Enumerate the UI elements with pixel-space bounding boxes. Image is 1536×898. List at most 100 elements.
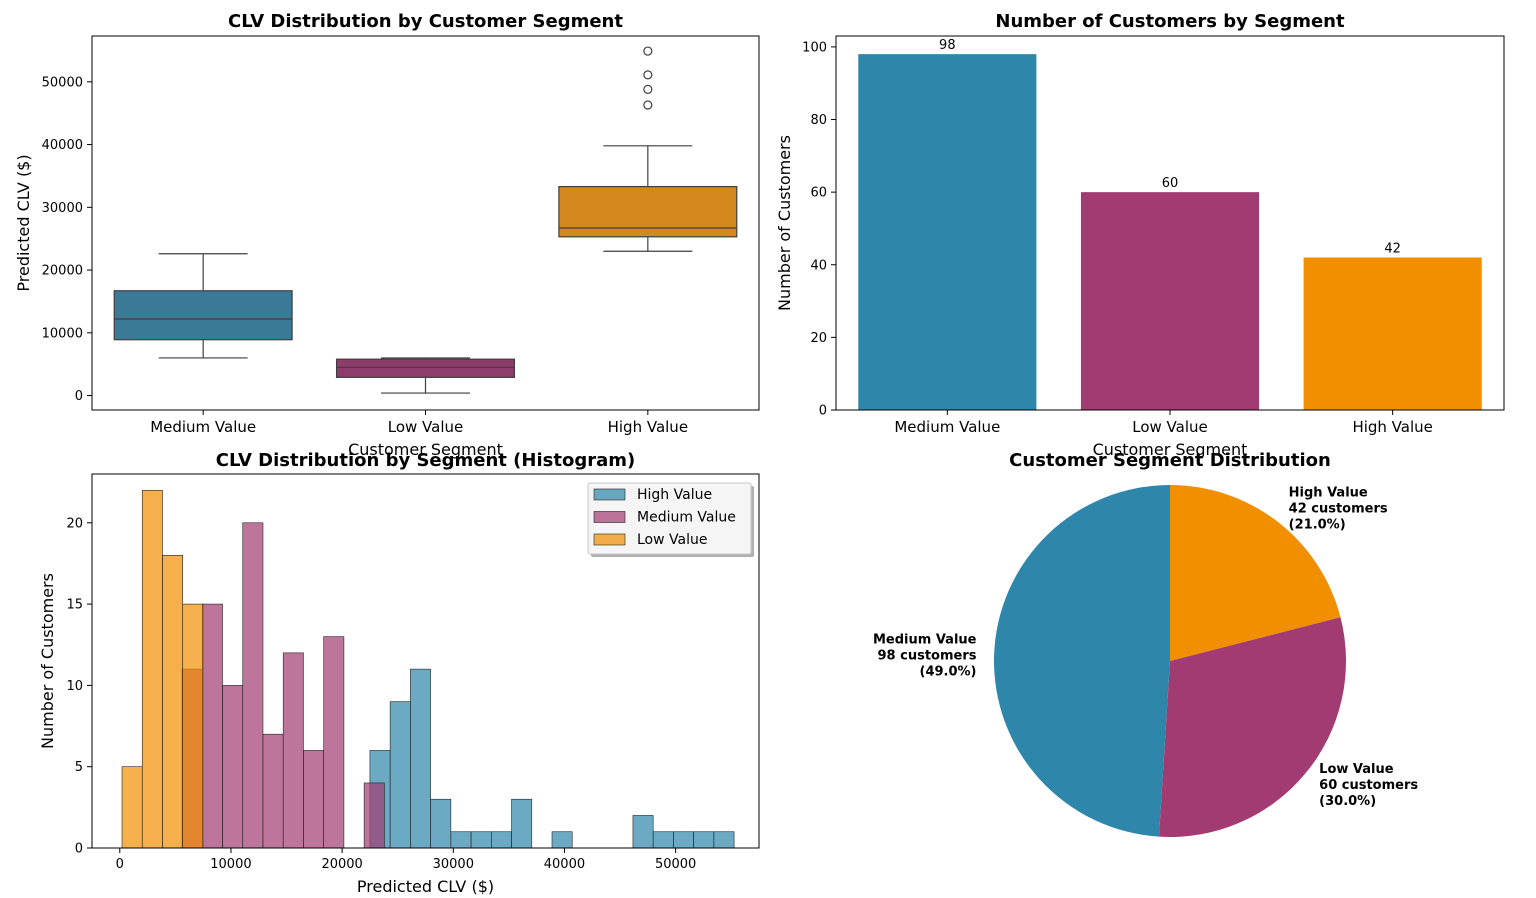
- pie-panel: Customer Segment Distribution High Value4…: [873, 450, 1418, 838]
- y-axis-label: Predicted CLV ($): [14, 154, 33, 291]
- x-tick-label: 0: [116, 857, 124, 872]
- pie-label-line: 98 customers: [878, 648, 977, 663]
- hist-bar: [141, 489, 163, 849]
- box-medium-value: [113, 253, 293, 359]
- bar-panel: Number of Customers by Segment 98 60 42 0 20 4…: [775, 11, 1505, 459]
- hist-bar: [282, 652, 304, 849]
- boxplot-panel: CLV Distribution by Customer Segment 0 100…: [14, 11, 760, 459]
- hist-bar: [470, 831, 492, 849]
- hist-bar: [551, 831, 573, 849]
- y-tick-label: 60: [810, 186, 827, 201]
- bar-title: Number of Customers by Segment: [995, 11, 1345, 32]
- hist-bar: [632, 815, 654, 849]
- hist-bar: [121, 766, 143, 849]
- y-tick-label: 40: [810, 258, 827, 273]
- y-tick-label: 15: [66, 598, 83, 613]
- pie-label-line: (21.0%): [1289, 518, 1346, 533]
- y-tick-label: 10: [66, 679, 83, 694]
- legend-label: Low Value: [637, 532, 707, 548]
- hist-series-low-value: [121, 489, 204, 849]
- pie-slice-low-value: [1158, 617, 1346, 838]
- hist-bar: [262, 733, 284, 849]
- legend-label: High Value: [637, 487, 712, 503]
- pie-label-line: (30.0%): [1319, 794, 1376, 809]
- x-tick-label: 10000: [210, 857, 251, 872]
- bar-medium-value: [858, 54, 1037, 411]
- pie-label-line: 60 customers: [1319, 778, 1418, 793]
- y-tick-label: 30000: [42, 201, 83, 216]
- y-tick-label: 50000: [42, 75, 83, 90]
- outlier-point: [643, 100, 653, 110]
- x-tick-label: 30000: [433, 857, 474, 872]
- y-tick-label: 10000: [42, 326, 83, 341]
- legend-box: [587, 482, 752, 555]
- bar-value-label: 60: [1162, 176, 1179, 191]
- box-low-value: [335, 357, 516, 394]
- x-tick-label: Low Value: [388, 418, 464, 436]
- pie-slice-high-value: [1170, 485, 1341, 661]
- histogram-title: CLV Distribution by Segment (Histogram): [216, 450, 635, 471]
- y-tick-label: 0: [819, 404, 827, 419]
- hist-series-high-value: [369, 668, 735, 849]
- pie-label-line: Medium Value: [873, 632, 977, 647]
- x-tick-label: Low Value: [1132, 418, 1208, 436]
- x-tick-label: Medium Value: [894, 418, 1000, 436]
- x-tick-label: Medium Value: [150, 418, 256, 436]
- histogram-panel: CLV Distribution by Segment (Histogram) 0…: [38, 450, 760, 896]
- hist-bar: [363, 782, 385, 849]
- legend-label: Medium Value: [637, 510, 736, 526]
- box-iqr: [558, 186, 738, 238]
- bar-low-value: [1080, 192, 1260, 410]
- hist-bar: [450, 831, 472, 849]
- bar-value-label: 42: [1384, 241, 1401, 256]
- x-axis-label: Customer Segment: [348, 440, 503, 459]
- pie-label-line: High Value: [1289, 486, 1368, 501]
- hist-bar: [389, 701, 411, 849]
- hist-bar: [303, 750, 324, 849]
- hist-bar: [162, 555, 184, 849]
- y-axis-label: Number of Customers: [775, 135, 794, 311]
- hist-bar: [323, 636, 345, 849]
- y-axis-label: Number of Customers: [38, 573, 57, 749]
- x-tick-label: 20000: [321, 857, 362, 872]
- box-iqr: [113, 290, 293, 341]
- x-tick-label: High Value: [1352, 418, 1432, 436]
- pie-label-line: Low Value: [1319, 762, 1394, 777]
- pie-title: Customer Segment Distribution: [1009, 450, 1331, 471]
- histogram-frame: [91, 473, 760, 849]
- y-tick-label: 5: [75, 760, 83, 775]
- pie-label-line: 42 customers: [1289, 502, 1388, 517]
- y-tick-label: 20: [810, 331, 827, 346]
- pie-slice-medium-value: [993, 485, 1170, 837]
- legend-swatch: [593, 511, 626, 523]
- x-tick-label: 40000: [544, 857, 585, 872]
- y-tick-label: 20: [66, 516, 83, 531]
- outlier-point: [643, 46, 653, 56]
- hist-series-medium-value: [181, 522, 385, 849]
- box-iqr: [335, 358, 516, 378]
- hist-bar: [713, 831, 735, 849]
- boxplot-title: CLV Distribution by Customer Segment: [228, 11, 623, 32]
- hist-bar: [242, 522, 264, 849]
- legend-swatch: [593, 533, 626, 546]
- y-tick-label: 80: [810, 113, 827, 128]
- x-axis-label: Predicted CLV ($): [357, 877, 494, 896]
- box-high-value: [558, 46, 738, 252]
- y-tick-label: 40000: [42, 138, 83, 153]
- histogram-legend: High Value Medium Value Low Value: [587, 482, 754, 557]
- legend-swatch: [593, 488, 626, 501]
- outlier-point: [643, 70, 653, 80]
- outlier-point: [643, 84, 653, 94]
- y-tick-label: 20000: [42, 264, 83, 279]
- x-axis-label: Customer Segment: [1093, 440, 1248, 459]
- hist-bar: [430, 798, 452, 849]
- y-tick-label: 100: [802, 40, 827, 55]
- hist-bar: [182, 603, 204, 849]
- hist-bar: [652, 831, 674, 849]
- hist-bar: [222, 685, 244, 849]
- hist-bar: [201, 603, 223, 849]
